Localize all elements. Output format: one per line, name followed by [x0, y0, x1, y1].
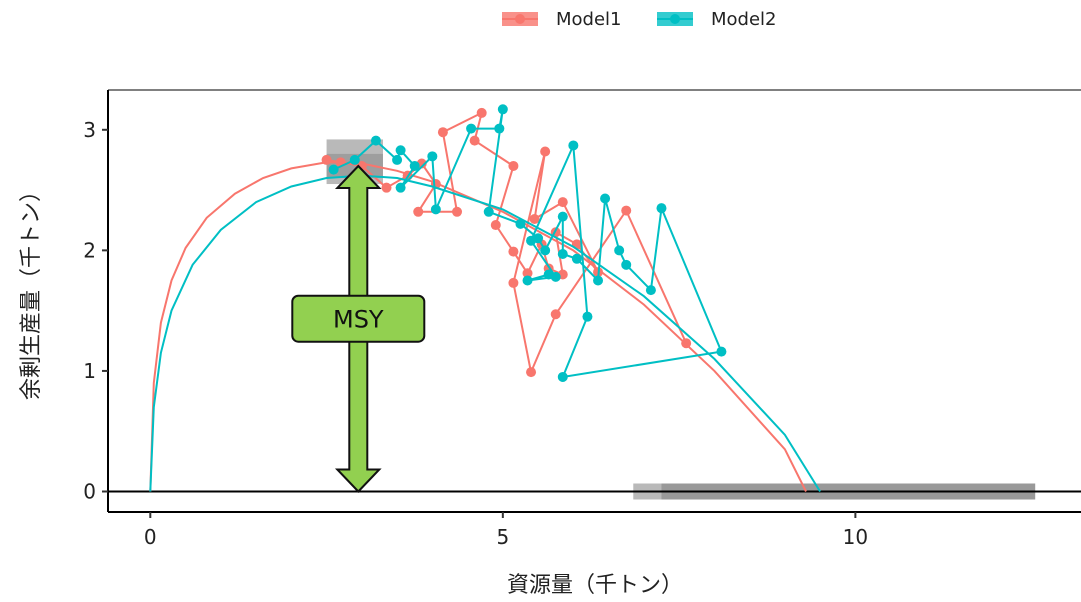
- data-point-model1-9: [437, 127, 448, 138]
- data-point-model1-13: [490, 220, 501, 231]
- data-point-model2-1: [349, 154, 360, 165]
- data-point-model2-6: [395, 182, 406, 193]
- data-point-model1-0: [321, 154, 332, 165]
- y-tick-label-2: 2: [83, 238, 96, 262]
- data-point-model1-3: [381, 182, 392, 193]
- data-point-model1-10: [476, 107, 487, 118]
- y-tick-label-0: 0: [83, 480, 96, 504]
- data-point-model2-29: [526, 235, 537, 246]
- data-point-model2-32: [543, 269, 554, 280]
- data-point-model2-22: [621, 259, 632, 270]
- data-point-model2-26: [557, 371, 568, 382]
- data-point-model1-28: [621, 205, 632, 216]
- data-point-model1-22: [557, 197, 568, 208]
- data-point-model2-3: [392, 154, 403, 165]
- data-point-model1-29: [681, 338, 692, 349]
- data-point-model2-31: [522, 275, 533, 286]
- data-point-model1-8: [452, 206, 463, 217]
- data-point-model2-25: [716, 346, 727, 357]
- legend-item-model1[interactable]: Model1: [502, 9, 622, 30]
- data-point-model1-24: [540, 146, 551, 157]
- production-curve-model1: [149, 161, 807, 492]
- data-point-model2-15: [540, 245, 551, 256]
- x-tick-label-5: 5: [496, 525, 509, 549]
- data-point-model2-2: [370, 135, 381, 146]
- legend-dot-model2: [670, 14, 680, 24]
- data-point-model2-24: [656, 203, 667, 214]
- data-point-model1-7: [413, 206, 424, 217]
- data-point-model1-14: [508, 246, 519, 257]
- legend-label-model2: Model2: [711, 9, 777, 30]
- x-tick-label-0: 0: [144, 525, 157, 549]
- data-point-model2-8: [430, 204, 441, 215]
- legend: Model1 Model2: [502, 9, 777, 30]
- data-point-model2-7: [427, 151, 438, 162]
- x-tick-label-10: 10: [843, 525, 868, 549]
- data-point-model2-20: [600, 193, 611, 204]
- data-point-model2-12: [483, 206, 494, 217]
- x-axis-title: 資源量（千トン）: [507, 573, 683, 598]
- legend-dot-model1: [515, 14, 525, 24]
- data-point-model1-25: [508, 277, 519, 288]
- data-point-model2-16: [557, 211, 568, 222]
- data-point-model2-17: [557, 248, 568, 259]
- data-point-model2-23: [645, 285, 656, 296]
- y-axis-title: 余剰生産量（千トン）: [19, 180, 44, 400]
- data-point-model1-15: [522, 268, 533, 279]
- data-point-model2-18: [571, 253, 582, 264]
- data-point-model1-11: [469, 135, 480, 146]
- data-point-model2-19: [593, 275, 604, 286]
- data-point-model2-5: [409, 160, 420, 171]
- plot-area: MSY: [108, 104, 1081, 500]
- legend-label-model1: Model1: [556, 9, 622, 30]
- data-point-model2-4: [395, 145, 406, 156]
- data-point-model2-0: [328, 164, 339, 175]
- msy-label-box: [291, 294, 426, 343]
- data-point-model1-26: [526, 367, 537, 378]
- axes: 0 1 2 3 0 5 10: [83, 89, 1081, 549]
- y-tick-label-3: 3: [83, 118, 96, 142]
- data-point-model2-27: [582, 311, 593, 322]
- data-point-model1-27: [550, 309, 561, 320]
- data-point-model1-12: [508, 160, 519, 171]
- y-tick-label-1: 1: [83, 359, 96, 383]
- data-point-model2-9: [466, 123, 477, 134]
- legend-item-model2[interactable]: Model2: [657, 9, 777, 30]
- data-point-model2-11: [497, 104, 508, 115]
- data-point-model2-21: [614, 245, 625, 256]
- data-point-model2-28: [568, 140, 579, 151]
- data-point-model1-23: [529, 214, 540, 225]
- production-curve-model2: [149, 174, 821, 493]
- data-point-model2-10: [494, 123, 505, 134]
- msy-label: MSY: [333, 306, 384, 334]
- data-point-model2-13: [515, 218, 526, 229]
